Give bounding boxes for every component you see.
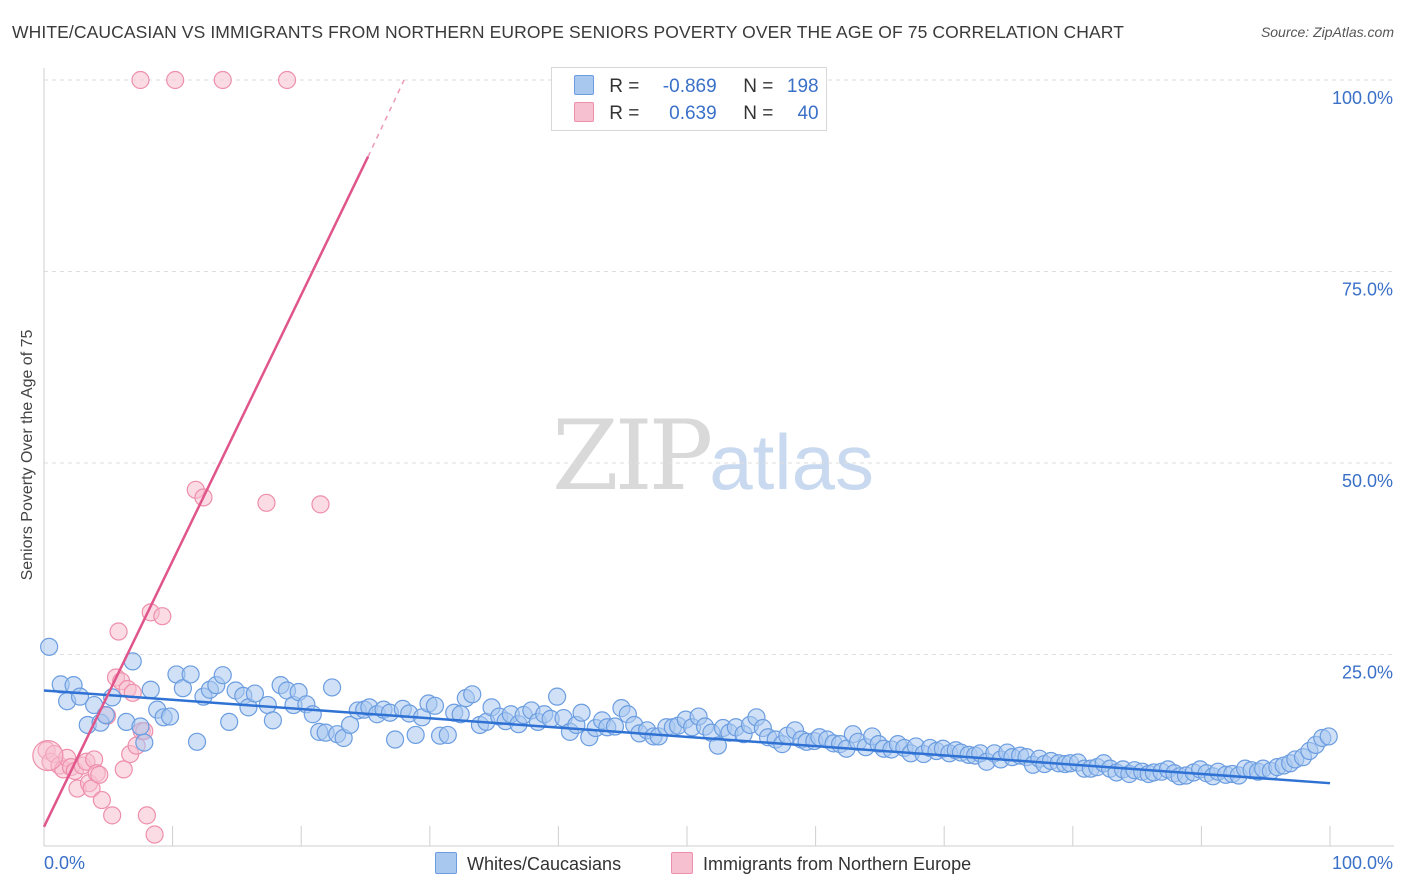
legend-n-value: 40 <box>792 103 819 124</box>
x-tick-label: 0.0% <box>44 853 85 873</box>
data-point-whites <box>141 680 160 699</box>
data-point-whites <box>425 696 445 715</box>
legend-row-immigrants: R = 0.639 N = 40 <box>574 102 819 128</box>
data-point-immigrants <box>103 806 122 825</box>
y-tick-label: 75.0% <box>1342 280 1393 300</box>
y-tick-label: 100.0% <box>1332 88 1393 108</box>
series-whites-points <box>40 637 1338 786</box>
data-point-whites <box>406 725 425 745</box>
y-tick-label: 25.0% <box>1342 663 1393 683</box>
data-point-whites <box>135 733 154 752</box>
legend-n-label: N = <box>743 103 774 124</box>
data-point-immigrants <box>114 760 133 779</box>
legend-n-value: 198 <box>786 76 819 97</box>
watermark: ZIPatlas <box>552 400 874 512</box>
data-point-whites <box>438 725 457 745</box>
bottom-legend-swatch-pink <box>671 852 693 874</box>
data-point-whites <box>340 715 360 735</box>
data-point-immigrants <box>32 740 64 772</box>
data-point-immigrants <box>90 765 109 784</box>
y-tick-label: 50.0% <box>1342 471 1393 491</box>
data-point-whites <box>263 711 283 730</box>
data-point-whites <box>220 712 239 732</box>
source-note: Source: ZipAtlas.com <box>1260 24 1394 40</box>
data-point-immigrants <box>137 806 156 825</box>
correlation-legend: R = -0.869 N = 198 R = 0.639 N = 40 <box>551 67 827 131</box>
data-point-whites <box>708 736 727 755</box>
bottom-legend-swatch-blue <box>435 852 457 874</box>
tick-labels: 25.0% 50.0% 75.0% 100.0% 0.0% 100.0% <box>44 88 1393 873</box>
bottom-legend-label-whites: Whites/Caucasians <box>467 854 622 874</box>
data-point-immigrants <box>145 825 164 844</box>
data-point-whites <box>40 637 59 656</box>
x-tick-label: 100.0% <box>1332 853 1393 873</box>
data-point-whites <box>385 730 405 749</box>
watermark-atlas: atlas <box>709 418 874 506</box>
data-point-whites <box>213 666 232 685</box>
trend-line-whites <box>43 689 1331 785</box>
legend-row-whites: R = -0.869 N = 198 <box>574 75 819 101</box>
trend-line-immigrants-extension <box>367 79 405 157</box>
trend-line-immigrants <box>42 156 370 828</box>
legend-swatch-pink <box>574 102 594 122</box>
legend-swatch-blue <box>574 75 594 95</box>
data-point-whites <box>548 687 567 706</box>
data-point-whites <box>187 732 207 751</box>
legend-n-label: N = <box>743 76 774 97</box>
bottom-legend-label-immigrants: Immigrants from Northern Europe <box>703 854 972 874</box>
data-point-whites <box>160 707 180 726</box>
watermark-zip: ZIP <box>552 400 713 512</box>
data-point-whites <box>1319 727 1338 746</box>
data-point-immigrants <box>123 683 142 702</box>
data-point-whites <box>131 717 150 736</box>
data-point-whites <box>463 685 482 704</box>
data-point-immigrants <box>92 790 111 810</box>
data-point-immigrants <box>257 493 276 512</box>
data-point-immigrants <box>311 495 330 514</box>
data-point-immigrants <box>213 70 232 90</box>
legend-r-label: R = <box>609 76 640 97</box>
data-point-immigrants <box>153 607 172 626</box>
data-point-whites <box>572 703 591 722</box>
chart-title: WHITE/CAUCASIAN VS IMMIGRANTS FROM NORTH… <box>12 22 1124 42</box>
bottom-legend-immigrants: Immigrants from Northern Europe <box>671 852 971 875</box>
legend-r-value: -0.869 <box>662 76 717 97</box>
legend-r-value: 0.639 <box>663 103 717 124</box>
axes <box>43 68 1394 847</box>
bottom-legend-whites: Whites/Caucasians <box>435 852 621 875</box>
series-immigrants-points <box>32 70 330 844</box>
grid-lines <box>44 79 1394 655</box>
data-point-whites <box>181 665 200 684</box>
legend-r-label: R = <box>609 103 640 124</box>
data-point-whites <box>173 679 192 698</box>
data-point-whites <box>322 678 342 697</box>
data-point-immigrants <box>166 70 185 90</box>
data-point-immigrants <box>277 70 297 90</box>
data-point-immigrants <box>131 70 150 90</box>
data-point-whites <box>245 684 265 703</box>
data-point-whites <box>451 705 470 724</box>
data-point-immigrants <box>109 622 128 641</box>
trend-lines <box>42 79 1331 828</box>
